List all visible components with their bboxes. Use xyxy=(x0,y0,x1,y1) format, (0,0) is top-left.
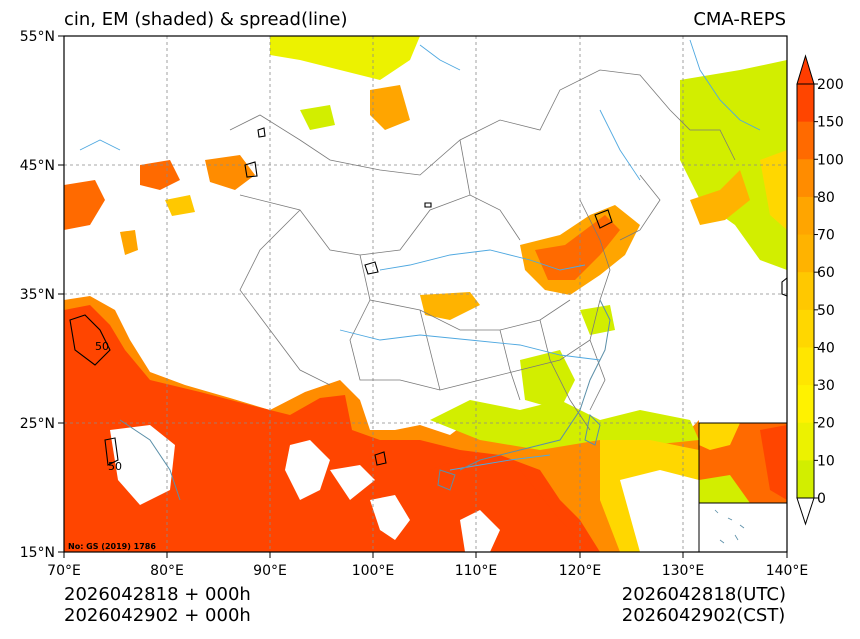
valid-time-cst: 2026042902(CST) xyxy=(621,605,786,626)
colorbar-swatch xyxy=(797,385,814,424)
colorbar-label: 70 xyxy=(817,228,835,244)
lon-label: 70°E xyxy=(47,563,81,579)
map-title: cin, EM (shaded) & spread(line) xyxy=(64,9,348,30)
colorbar-label: 10 xyxy=(817,453,835,469)
colorbar-over-arrow xyxy=(796,54,815,85)
colorbar-swatch xyxy=(797,159,814,198)
colorbar-swatch xyxy=(797,422,814,461)
colorbar-label: 50 xyxy=(817,303,835,319)
forecast-time-left: 2026042818 + 000h 2026042902 + 000h xyxy=(64,584,251,626)
colorbar-swatch xyxy=(797,234,814,273)
valid-time-utc: 2026042818(UTC) xyxy=(621,584,786,605)
spread-contour-label: 50 xyxy=(95,340,109,353)
lon-label: 90°E xyxy=(253,563,287,579)
lat-label: 55°N xyxy=(20,29,55,45)
colorbar-swatch xyxy=(797,460,814,499)
map-approval-number: No: GS (2019) 1786 xyxy=(68,542,156,551)
spread-contour-label: 50 xyxy=(108,460,122,473)
colorbar-label: 150 xyxy=(817,115,844,131)
colorbar-label: 20 xyxy=(817,416,835,432)
init-time-cst-line: 2026042902 + 000h xyxy=(64,605,251,626)
colorbar-swatch xyxy=(797,347,814,386)
colorbar-label: 200 xyxy=(817,77,844,93)
coastline xyxy=(119,299,611,501)
lon-label: 100°E xyxy=(352,563,395,579)
axis-ticks xyxy=(58,35,788,558)
colorbar-swatch xyxy=(797,196,814,236)
colorbar-label: 100 xyxy=(817,152,844,168)
colorbar-swatch xyxy=(797,84,814,123)
colorbar-swatch xyxy=(797,272,814,311)
lon-label: 130°E xyxy=(662,563,705,579)
lon-label: 80°E xyxy=(150,563,184,579)
lat-label: 25°N xyxy=(20,416,55,432)
colorbar-label: 0 xyxy=(817,491,826,507)
colorbar-under-arrow xyxy=(796,497,815,526)
init-time-utc-line: 2026042818 + 000h xyxy=(64,584,251,605)
colorbar-label: 80 xyxy=(817,190,835,206)
colorbar-label: 30 xyxy=(817,378,835,394)
province-boundaries xyxy=(229,69,736,431)
colorbar-label: 40 xyxy=(817,340,835,356)
south-china-sea-inset xyxy=(698,422,788,553)
cin-shaded-field xyxy=(64,36,787,552)
model-name: CMA-REPS xyxy=(693,9,786,30)
lat-label: 15°N xyxy=(20,545,55,561)
lat-label: 35°N xyxy=(20,287,55,303)
forecast-time-right: 2026042818(UTC) 2026042902(CST) xyxy=(622,584,786,626)
lon-label: 110°E xyxy=(455,563,498,579)
colorbar-swatch xyxy=(797,121,814,160)
colorbar-swatch xyxy=(797,309,814,348)
colorbar-label: 60 xyxy=(817,265,835,281)
lat-label: 45°N xyxy=(20,158,55,174)
rivers xyxy=(79,39,761,471)
graticule xyxy=(64,36,787,552)
lon-label: 140°E xyxy=(766,563,809,579)
lon-label: 120°E xyxy=(559,563,602,579)
